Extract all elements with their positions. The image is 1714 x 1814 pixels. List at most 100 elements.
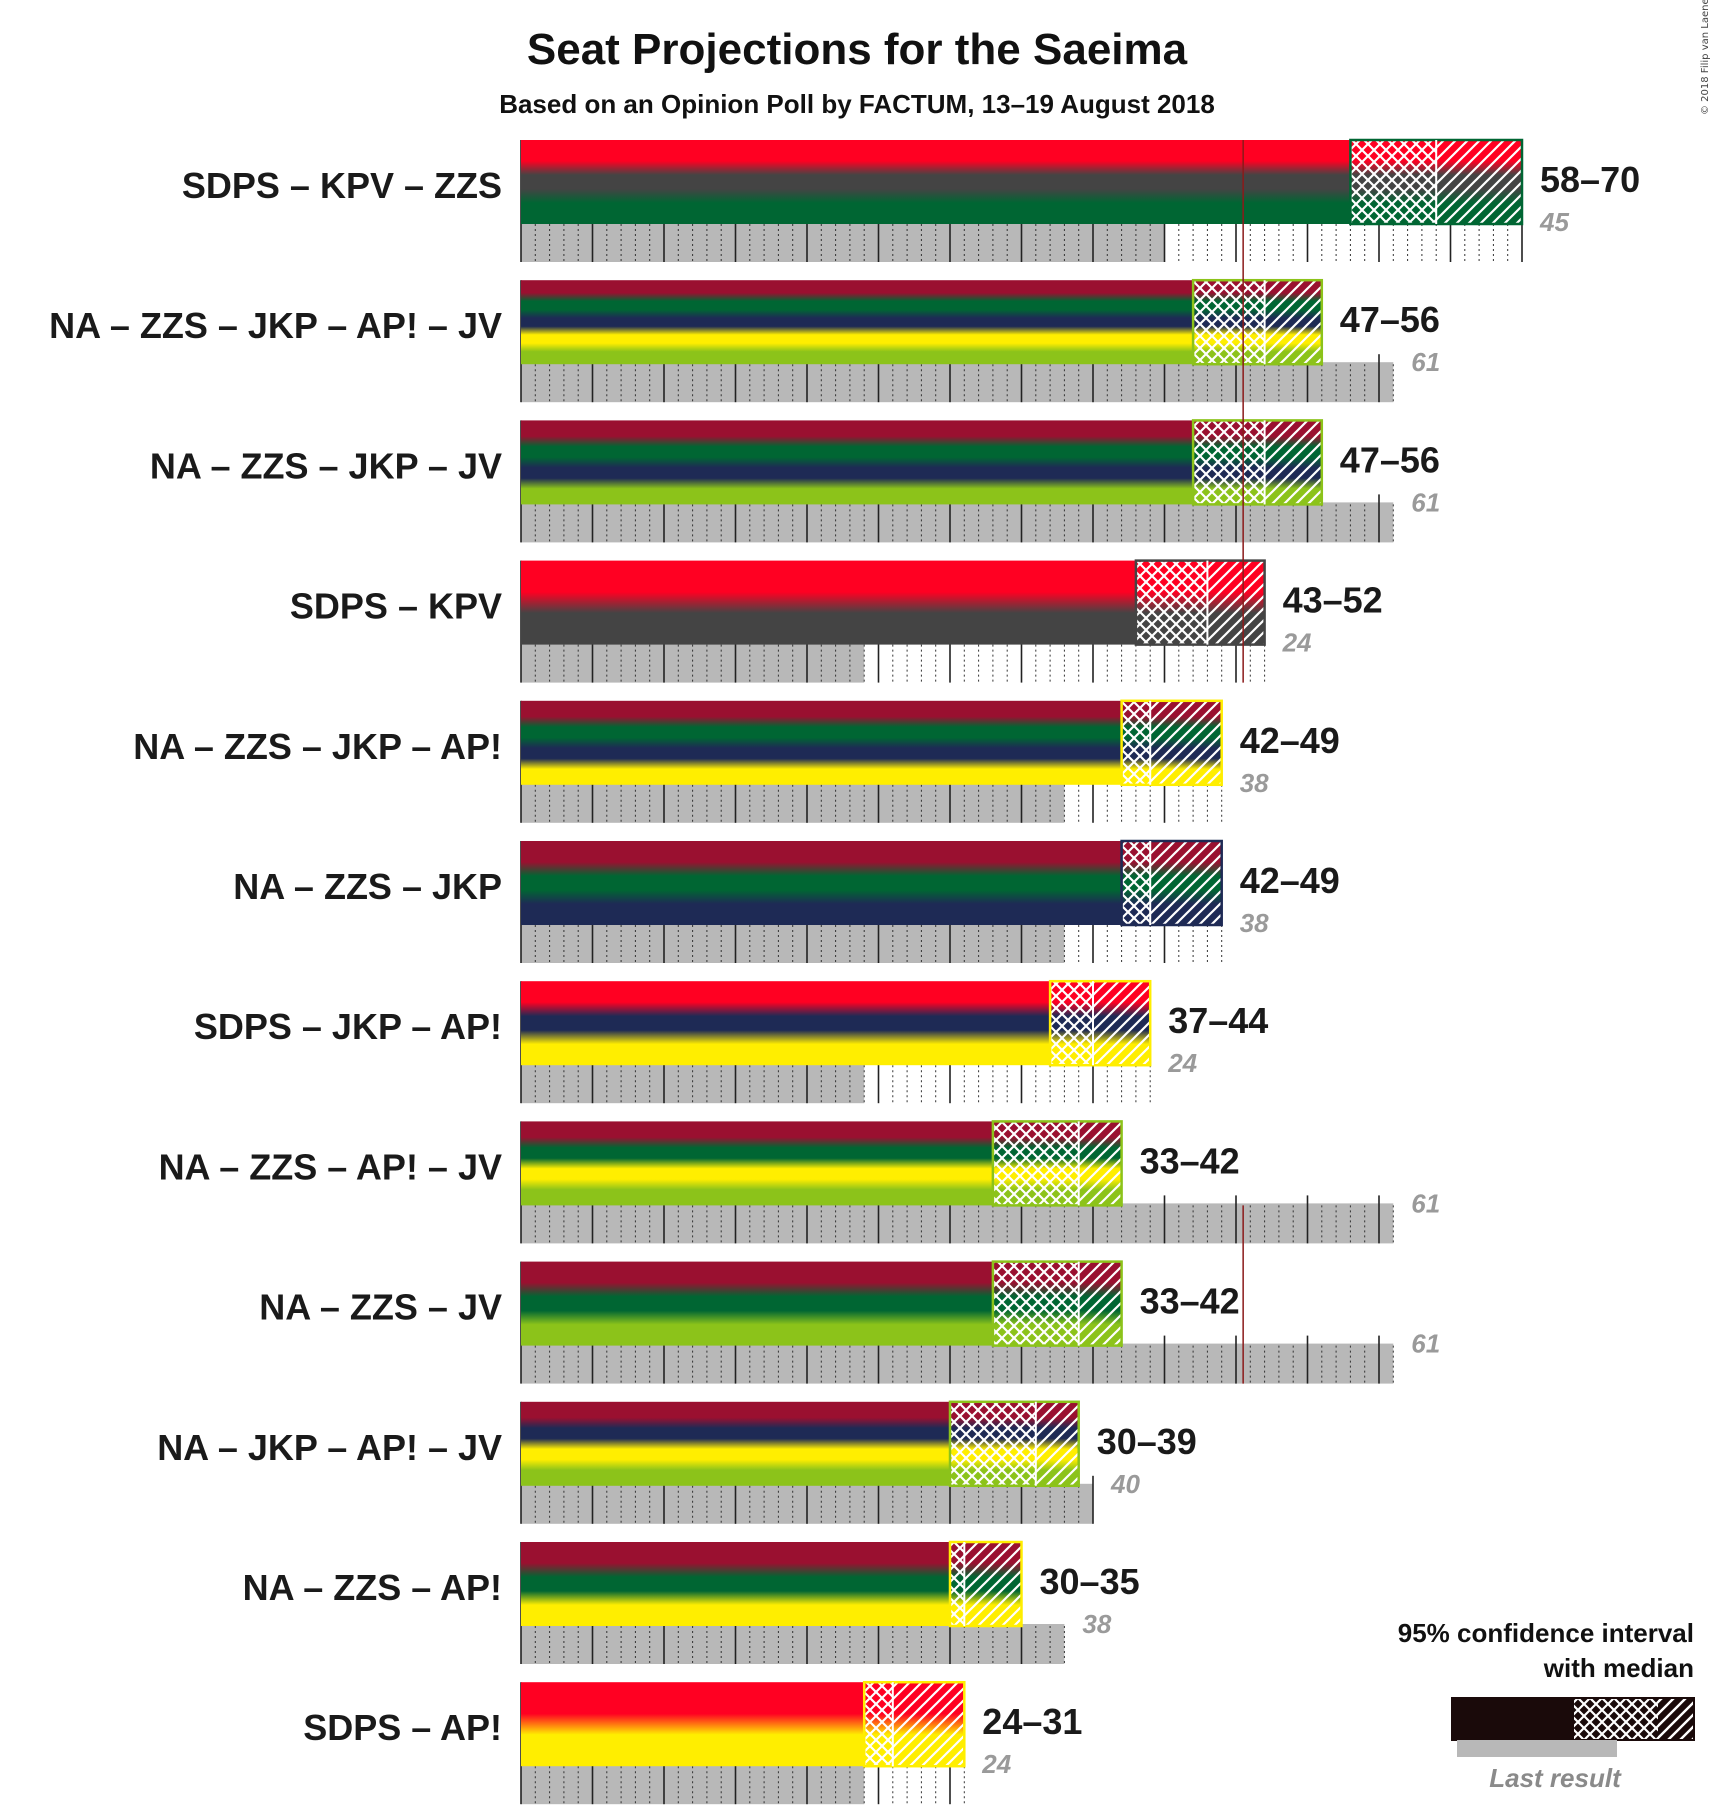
ci-lower-hatch <box>1193 280 1265 365</box>
coalition-row: SDPS – JKP – AP! 37–44 24 <box>194 979 1268 1104</box>
ci-outline <box>948 1400 1080 1488</box>
coalition-row: SDPS – KPV 43–52 24 <box>290 559 1383 683</box>
ci-outline <box>1120 839 1223 927</box>
range-label: 58–70 <box>1540 159 1640 200</box>
ci-lower-hatch <box>950 1542 965 1626</box>
last-result-label: 61 <box>1411 1188 1440 1218</box>
ci-lower-hatch <box>992 1261 1079 1346</box>
coalition-row: NA – ZZS – AP! 30–35 38 <box>243 1540 1140 1664</box>
coalition-row: NA – ZZS – JKP – JV 47–56 61 <box>150 419 1440 543</box>
projection-bar <box>521 420 1194 505</box>
ci-lower-hatch <box>1350 140 1437 224</box>
coalition-label: SDPS – KPV <box>290 586 502 627</box>
coalition-row: NA – ZZS – AP! – JV 33–42 61 <box>159 1120 1440 1244</box>
coalition-label: SDPS – AP! <box>303 1707 502 1748</box>
ci-upper-hatch <box>1150 841 1222 925</box>
legend-cross-hatch <box>1574 1698 1658 1740</box>
range-label: 42–49 <box>1240 860 1340 901</box>
ci-upper-hatch <box>964 1542 1022 1626</box>
last-result-label: 38 <box>1240 908 1269 938</box>
last-result-label: 38 <box>1082 1609 1111 1639</box>
projection-bar <box>521 1542 950 1626</box>
range-label: 42–49 <box>1240 720 1340 761</box>
ci-upper-hatch <box>1093 981 1151 1066</box>
projection-bar <box>521 560 1136 645</box>
coalition-label: NA – ZZS – JV <box>259 1287 502 1328</box>
legend-median-label: with median <box>1543 1653 1694 1683</box>
legend-last-result-label: Last result <box>1489 1763 1622 1793</box>
last-result-label: 38 <box>1240 768 1269 798</box>
legend-ci-label: 95% confidence interval <box>1398 1618 1694 1648</box>
coalition-label: NA – ZZS – AP! <box>243 1567 502 1608</box>
range-label: 43–52 <box>1283 580 1383 621</box>
ci-outline <box>948 1540 1023 1628</box>
ci-outline <box>1134 559 1266 646</box>
chart-title: Seat Projections for the Saeima <box>527 25 1188 74</box>
ci-upper-hatch <box>1207 560 1265 645</box>
coalition-row: NA – ZZS – JKP – AP! – JV 47–56 61 <box>49 278 1440 403</box>
range-label: 33–42 <box>1140 1281 1240 1322</box>
coalition-label: NA – ZZS – AP! – JV <box>159 1146 502 1187</box>
ci-outline <box>1120 699 1223 787</box>
projection-bar <box>521 700 1122 785</box>
projection-bar <box>521 1682 865 1767</box>
legend-last-result-bar <box>1457 1740 1617 1757</box>
last-result-label: 40 <box>1110 1469 1140 1499</box>
ci-lower-hatch <box>1135 560 1208 645</box>
last-result-bar <box>521 502 1394 543</box>
coalition-row: NA – ZZS – JKP – AP! 42–49 38 <box>133 699 1340 823</box>
ci-upper-hatch <box>1436 140 1522 224</box>
ci-upper-hatch <box>1035 1401 1079 1486</box>
range-label: 47–56 <box>1340 299 1440 340</box>
copyright-notice: © 2018 Filip van Laenen <box>1700 0 1711 115</box>
last-result-bar <box>521 222 1165 262</box>
projection-bar <box>521 1401 950 1486</box>
coalition-label: NA – ZZS – JKP – AP! – JV <box>49 305 502 346</box>
ci-lower-hatch <box>864 1682 893 1767</box>
range-label: 30–35 <box>1040 1561 1140 1602</box>
last-result-label: 61 <box>1411 347 1440 377</box>
ci-lower-hatch <box>1121 841 1151 925</box>
last-result-label: 24 <box>981 1749 1011 1779</box>
last-result-bar <box>521 362 1394 403</box>
ci-lower-hatch <box>1050 981 1093 1066</box>
ci-upper-hatch <box>1264 420 1322 505</box>
coalition-row: SDPS – AP! 24–31 24 <box>303 1680 1082 1805</box>
ci-outline <box>1191 419 1324 506</box>
legend-diag-hatch <box>1658 1698 1694 1740</box>
ci-upper-hatch <box>1078 1121 1122 1206</box>
coalition-row: NA – ZZS – JKP 42–49 38 <box>233 839 1340 963</box>
ci-upper-hatch <box>1150 700 1222 785</box>
projection-bar <box>521 1121 993 1206</box>
coalition-row: SDPS – KPV – ZZS 58–70 45 <box>182 138 1640 262</box>
coalition-row: NA – ZZS – JV 33–42 61 <box>259 1260 1440 1384</box>
ci-outline <box>1191 278 1324 366</box>
ci-upper-hatch <box>1264 280 1322 365</box>
last-result-label: 61 <box>1411 487 1440 517</box>
ci-lower-hatch <box>992 1121 1079 1206</box>
ci-outline <box>991 1120 1123 1207</box>
coalition-row: NA – JKP – AP! – JV 30–39 40 <box>157 1400 1197 1524</box>
last-result-bar <box>521 1343 1394 1384</box>
last-result-label: 24 <box>1167 1048 1197 1078</box>
last-result-label: 45 <box>1539 207 1569 237</box>
ci-outline <box>1048 979 1152 1067</box>
range-label: 37–44 <box>1168 1000 1268 1041</box>
range-label: 47–56 <box>1340 439 1440 480</box>
ci-outline <box>991 1260 1123 1347</box>
coalition-rows: SDPS – KPV – ZZS 58–70 45 NA – ZZS – JKP – … <box>49 138 1640 1805</box>
coalition-label: SDPS – KPV – ZZS <box>182 165 502 206</box>
coalition-label: SDPS – JKP – AP! <box>194 1006 502 1047</box>
coalition-label: NA – ZZS – JKP – AP! <box>133 726 502 767</box>
legend: 95% confidence interval with median Last… <box>1398 1618 1695 1793</box>
range-label: 24–31 <box>982 1701 1082 1742</box>
coalition-label: NA – ZZS – JKP – JV <box>150 445 502 486</box>
projection-bar <box>521 1261 993 1346</box>
last-result-bar <box>521 1203 1394 1244</box>
coalition-label: NA – ZZS – JKP <box>233 866 502 907</box>
ci-lower-hatch <box>1193 420 1265 505</box>
ci-outline <box>862 1680 966 1768</box>
range-label: 33–42 <box>1140 1140 1240 1181</box>
last-result-label: 24 <box>1282 628 1312 658</box>
